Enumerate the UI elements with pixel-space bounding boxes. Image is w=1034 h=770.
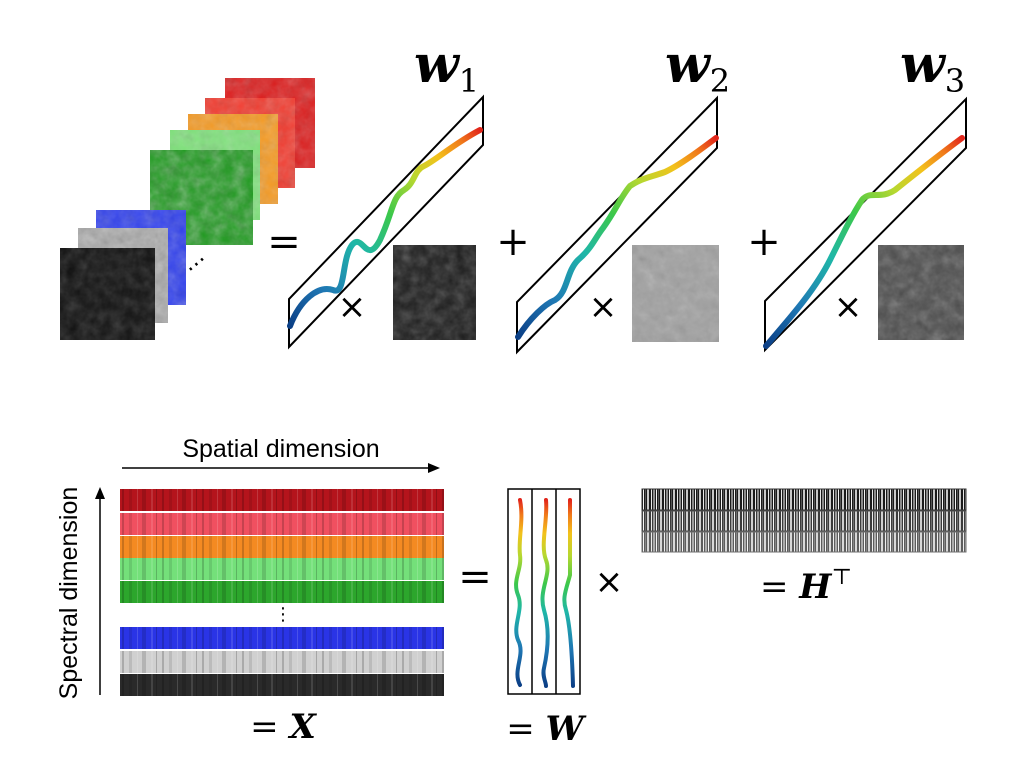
w-column-curve-1 [514,498,524,687]
spectral-curve-1 [287,127,483,329]
abundance-map-3 [878,245,964,340]
w-column-curve-3 [562,498,575,688]
h-row-2 [641,510,967,532]
spatial-dimension-label: Spatial dimension [182,435,379,463]
spectral-axis: Spectral dimension [55,487,105,700]
spectral-curve-3 [763,135,965,349]
component-3: w3 × [763,34,967,353]
w-column-curve-2 [540,498,550,688]
band-strip-3 [120,536,444,558]
plus-operator-1: + [496,219,530,265]
matrix-w [507,488,581,695]
matrix-x-label: = X [250,707,317,747]
h-row-1 [641,488,967,511]
equals-operator-top: = [267,219,301,265]
component-1: w1 × [287,34,484,350]
band-strip-4 [120,558,444,580]
equals-operator-bottom: = [458,554,492,600]
weight-label-w1: w1 [414,34,479,100]
times-operator-3: × [834,287,863,327]
band-image-stack [60,78,315,340]
weight-label-w2: w2 [665,34,730,100]
band-strip-8 [120,674,444,696]
times-operator-1: × [338,287,367,327]
h-row-3 [641,531,967,553]
times-operator-2: × [589,287,618,327]
band-vdots: ⋮ [274,604,292,625]
matrix-h-transpose [641,488,967,553]
times-operator-bottom: × [595,562,624,602]
matrix-h-label: = H⊤ [760,565,852,607]
band-strip-7 [120,651,444,673]
band-strip-5 [120,581,444,603]
matrix-x: ⋮ [120,489,444,696]
weight-label-w3: w3 [900,34,965,100]
plus-operator-2: + [747,219,781,265]
abundance-map-1 [393,245,476,340]
spectral-curve-2 [515,135,719,340]
band-strip-6 [120,627,444,649]
component-2: w2 × [515,34,730,355]
spectral-dimension-label: Spectral dimension [55,487,83,700]
matrix-w-label: = W [506,709,586,749]
band-strip-2 [120,513,444,535]
band-strip-1 [120,489,444,511]
band-image-black [60,248,155,340]
abundance-map-2 [632,245,719,342]
spatial-axis: Spatial dimension [122,435,440,473]
